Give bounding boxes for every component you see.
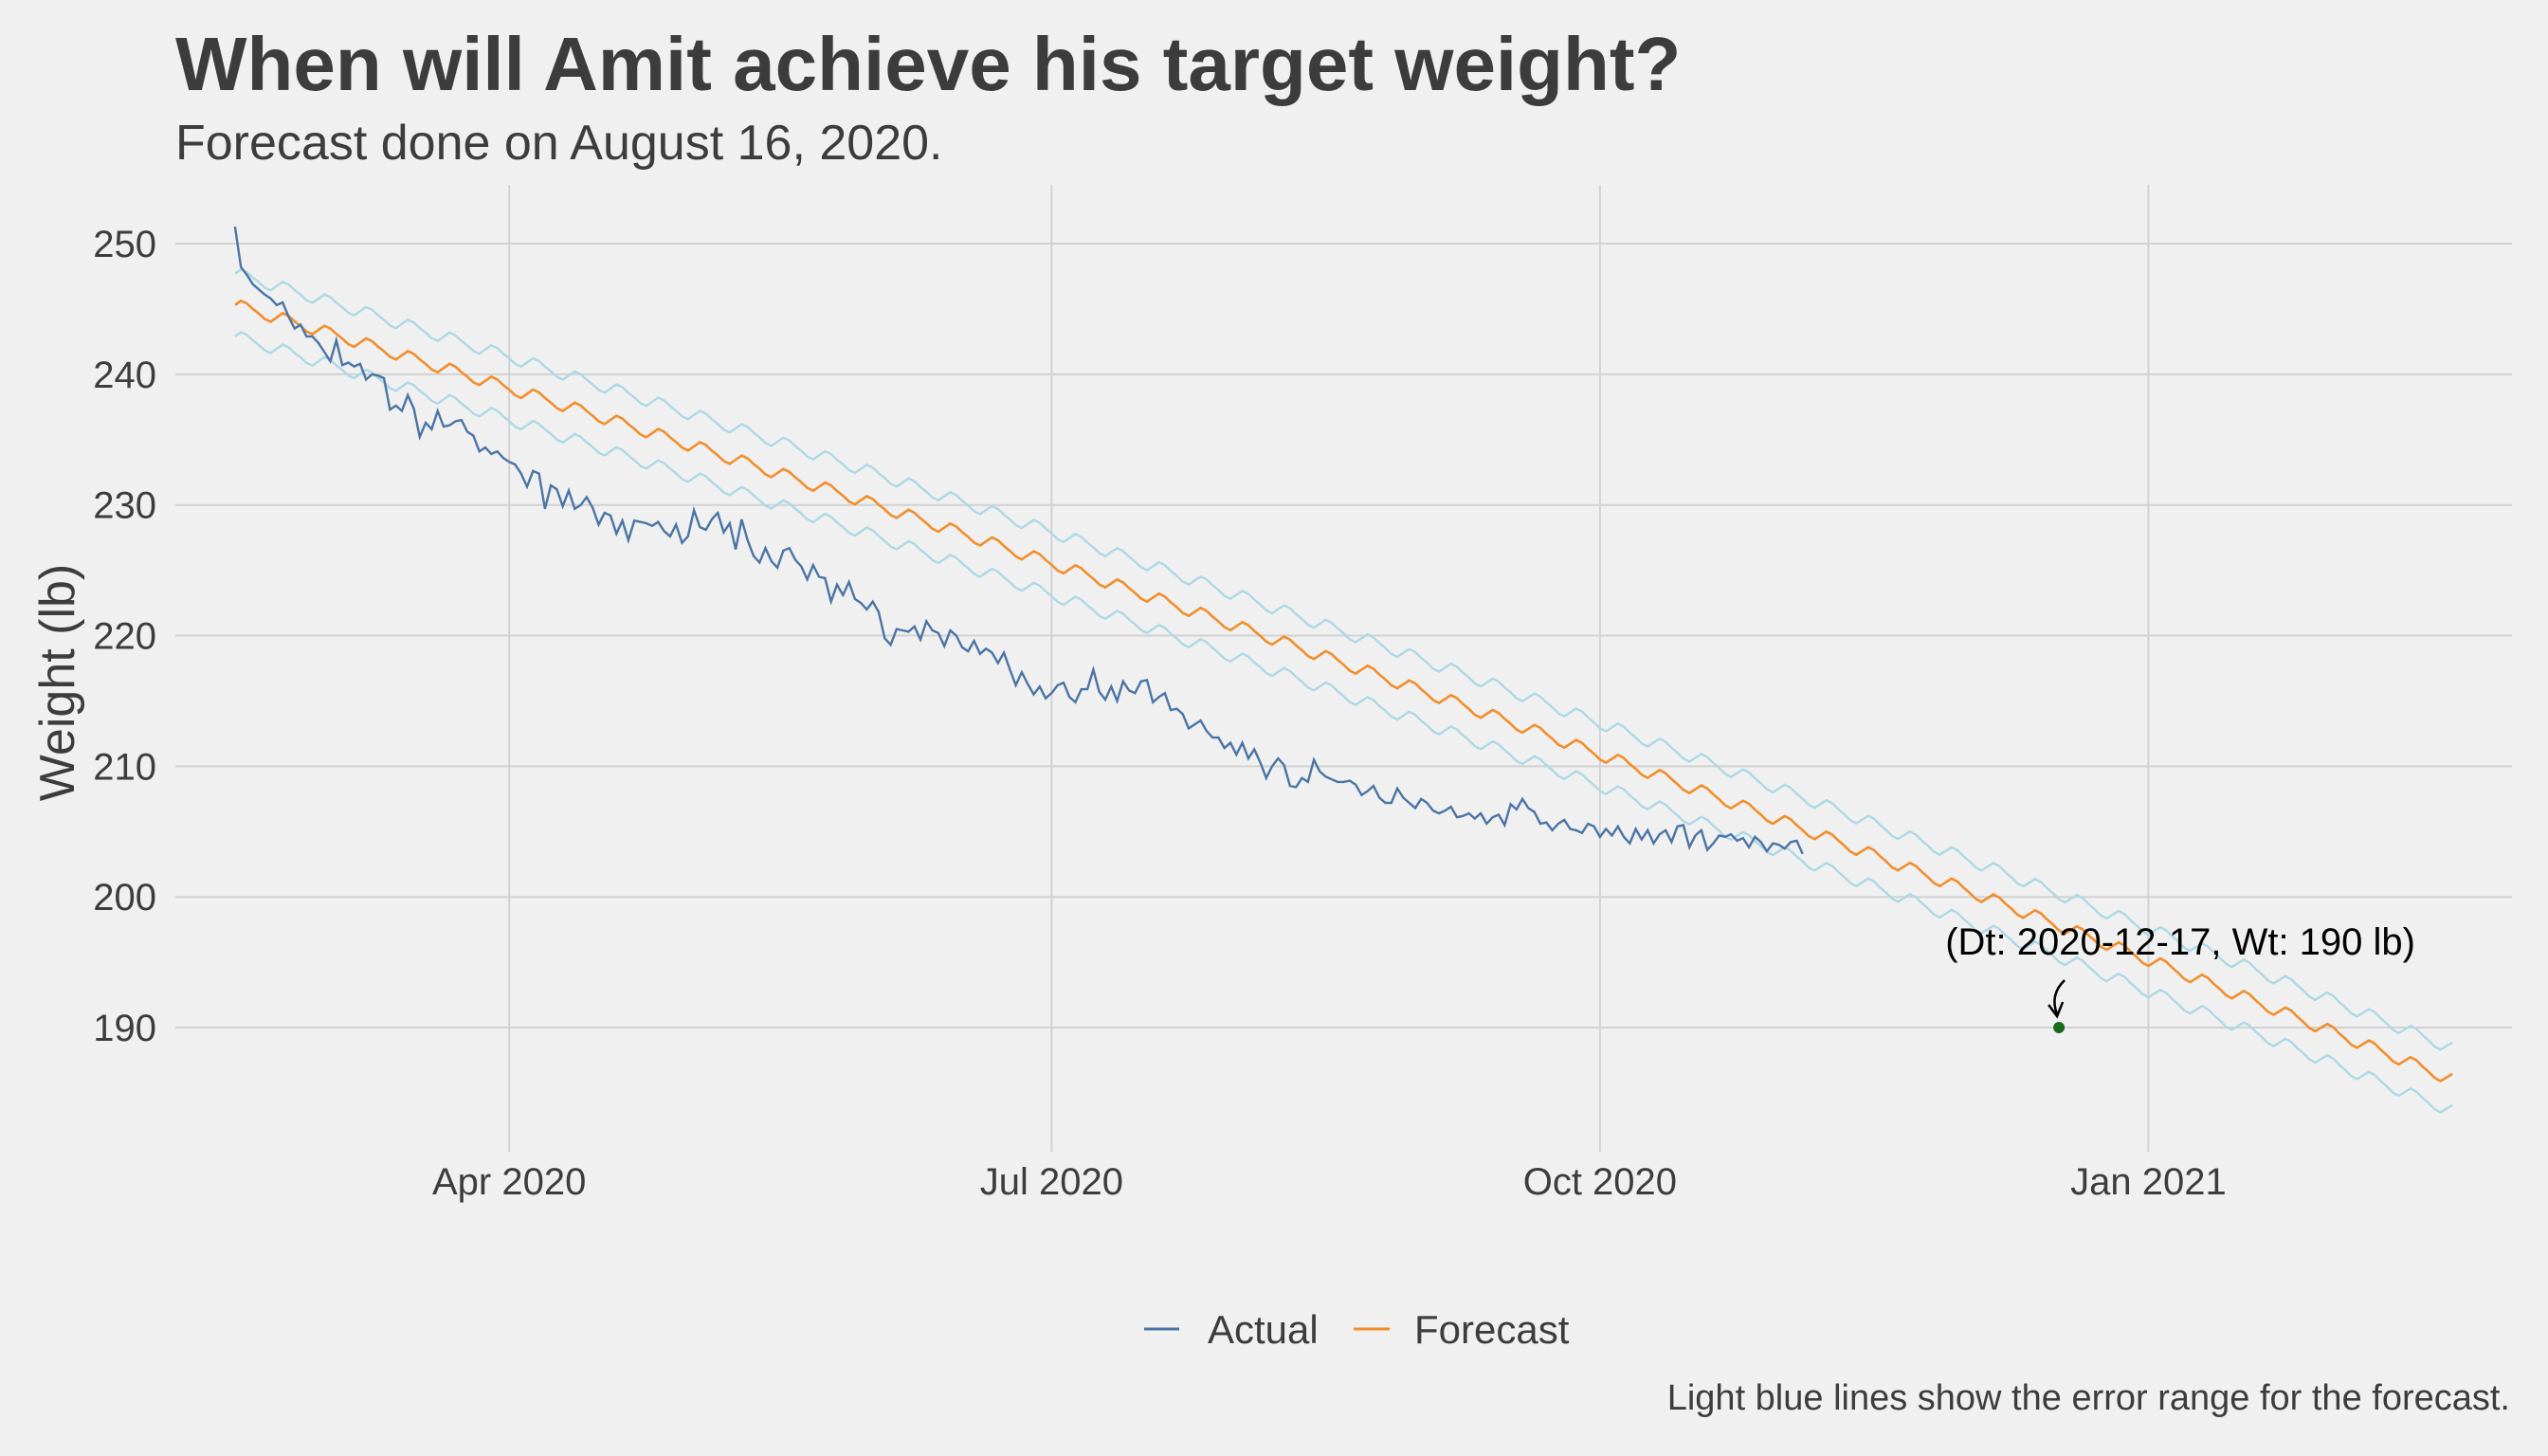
y-axis-label: Weight (lb) bbox=[30, 564, 85, 801]
annotation-arrow bbox=[2053, 979, 2066, 1015]
y-tick-label-200: 200 bbox=[93, 877, 156, 919]
chart-title: When will Amit achieve his target weight… bbox=[175, 22, 1681, 106]
actual-series-line bbox=[233, 226, 1804, 855]
error-band-lower-line bbox=[234, 331, 2453, 1114]
annotation-label: (Dt: 2020-12-17, Wt: 190 lb) bbox=[1945, 921, 2415, 963]
chart-subtitle: Forecast done on August 16, 2020. bbox=[175, 116, 942, 171]
y-tick-label-210: 210 bbox=[93, 746, 156, 788]
x-tick-label-1: Jul 2020 bbox=[980, 1161, 1123, 1203]
forecast-series-line bbox=[234, 299, 2453, 1083]
x-tick-label-0: Apr 2020 bbox=[432, 1161, 586, 1203]
annotation-arrowhead bbox=[2048, 1001, 2065, 1019]
gridlines bbox=[175, 185, 2512, 1152]
legend-label-forecast: Forecast bbox=[1414, 1307, 1570, 1352]
error-band-upper-line bbox=[234, 267, 2453, 1051]
y-tick-label-250: 250 bbox=[93, 224, 156, 265]
chart-caption: Light blue lines show the error range fo… bbox=[1667, 1378, 2510, 1418]
legend-label-actual: Actual bbox=[1208, 1307, 1319, 1352]
y-tick-label-220: 220 bbox=[93, 616, 156, 658]
target-point-marker bbox=[2053, 1022, 2066, 1034]
x-tick-label-2: Oct 2020 bbox=[1523, 1161, 1677, 1203]
y-tick-label-190: 190 bbox=[93, 1008, 156, 1049]
x-tick-label-3: Jan 2021 bbox=[2070, 1161, 2227, 1203]
y-tick-label-240: 240 bbox=[93, 355, 156, 396]
y-axis-ticks: 190 200 210 220 230 240 250 bbox=[93, 224, 156, 1049]
series bbox=[233, 226, 2453, 1114]
y-tick-label-230: 230 bbox=[93, 485, 156, 527]
annotation: (Dt: 2020-12-17, Wt: 190 lb) bbox=[1945, 921, 2415, 1034]
legend: Actual Forecast bbox=[1144, 1307, 1570, 1352]
x-axis-ticks: Apr 2020 Jul 2020 Oct 2020 Jan 2021 bbox=[432, 1161, 2227, 1203]
